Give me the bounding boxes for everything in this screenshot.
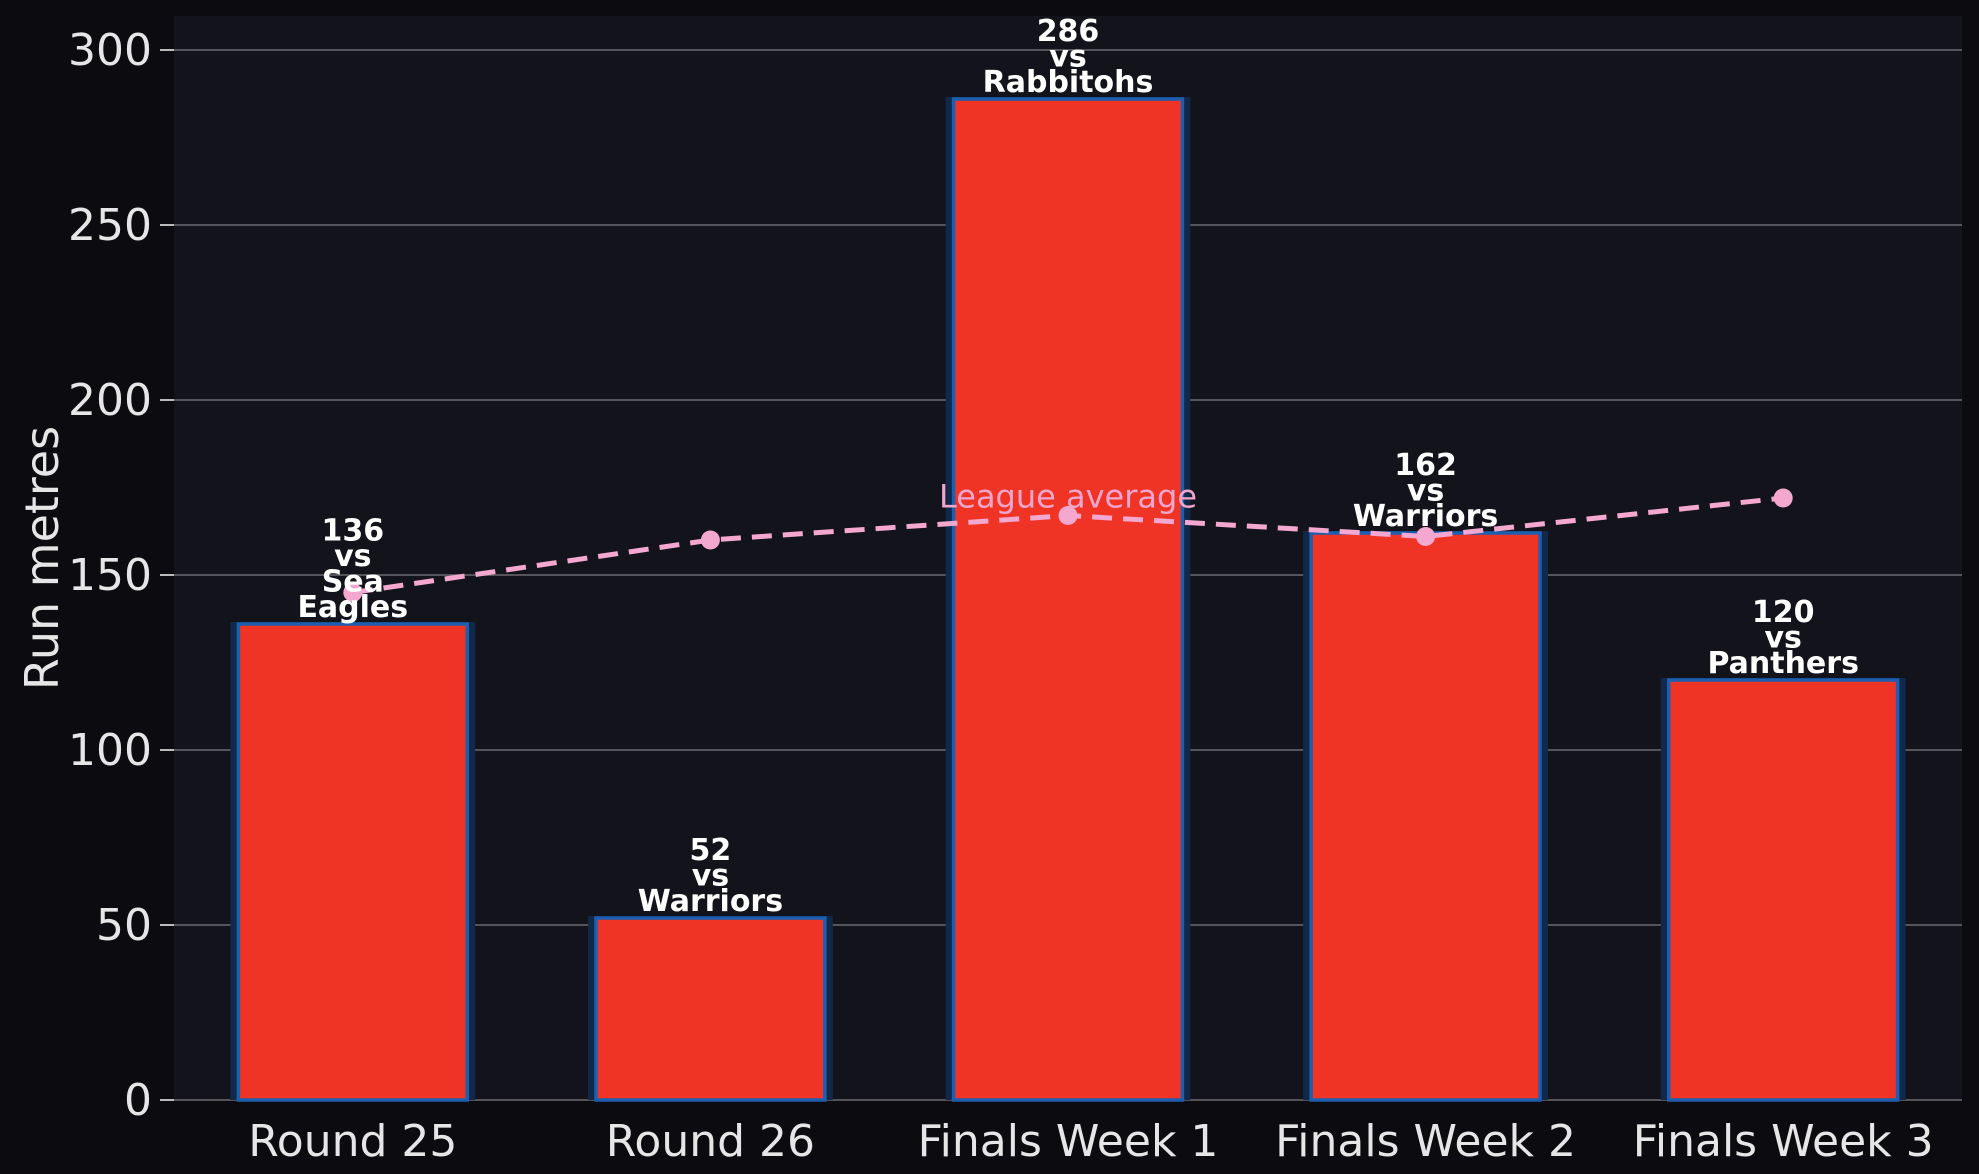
bar-value-label: 286 vs Rabbitohs (983, 14, 1154, 100)
x-tick-label: Round 26 (606, 1116, 815, 1167)
bar-value-label: 162 vs Warriors (1353, 448, 1498, 534)
x-tick-label: Finals Week 3 (1633, 1116, 1934, 1167)
y-tick-label: 100 (68, 725, 152, 776)
bars (230, 97, 1906, 1102)
average-point (1416, 527, 1436, 546)
y-tick-label: 0 (124, 1075, 152, 1126)
bar (1667, 678, 1900, 1102)
x-tick-label: Finals Week 2 (1275, 1116, 1576, 1167)
bar (1309, 531, 1542, 1102)
bar-value-label: 120 vs Panthers (1707, 595, 1858, 681)
axes: 0 50 100 150 200 250 300 Round 25 Round 26 Finals… (68, 25, 1934, 1167)
y-axis-title: Run metres (15, 426, 69, 690)
average-line-label: League average (939, 478, 1197, 516)
y-tick-label: 250 (68, 200, 152, 251)
bar (951, 97, 1185, 1102)
average-point (1773, 488, 1793, 508)
x-tick-label: Round 25 (248, 1116, 457, 1167)
bar-value-label: 136 vs Sea Eagles (297, 514, 408, 626)
y-tick-label: 150 (68, 550, 152, 601)
bar (236, 622, 469, 1102)
average-point (1058, 506, 1078, 525)
league-average-line: League average (343, 478, 1793, 602)
bar (594, 916, 827, 1102)
average-point (343, 583, 363, 602)
y-tick-label: 50 (96, 900, 152, 951)
y-tick-label: 200 (68, 375, 152, 426)
x-tick-label: Finals Week 1 (918, 1116, 1219, 1167)
average-point (700, 530, 720, 550)
bar-labels: 136 vs Sea Eagles 52 vs Warriors 286 vs Rabbitohs… (297, 14, 1858, 919)
bar-value-label: 52 vs Warriors (638, 833, 783, 919)
y-tick-label: 300 (68, 25, 152, 76)
